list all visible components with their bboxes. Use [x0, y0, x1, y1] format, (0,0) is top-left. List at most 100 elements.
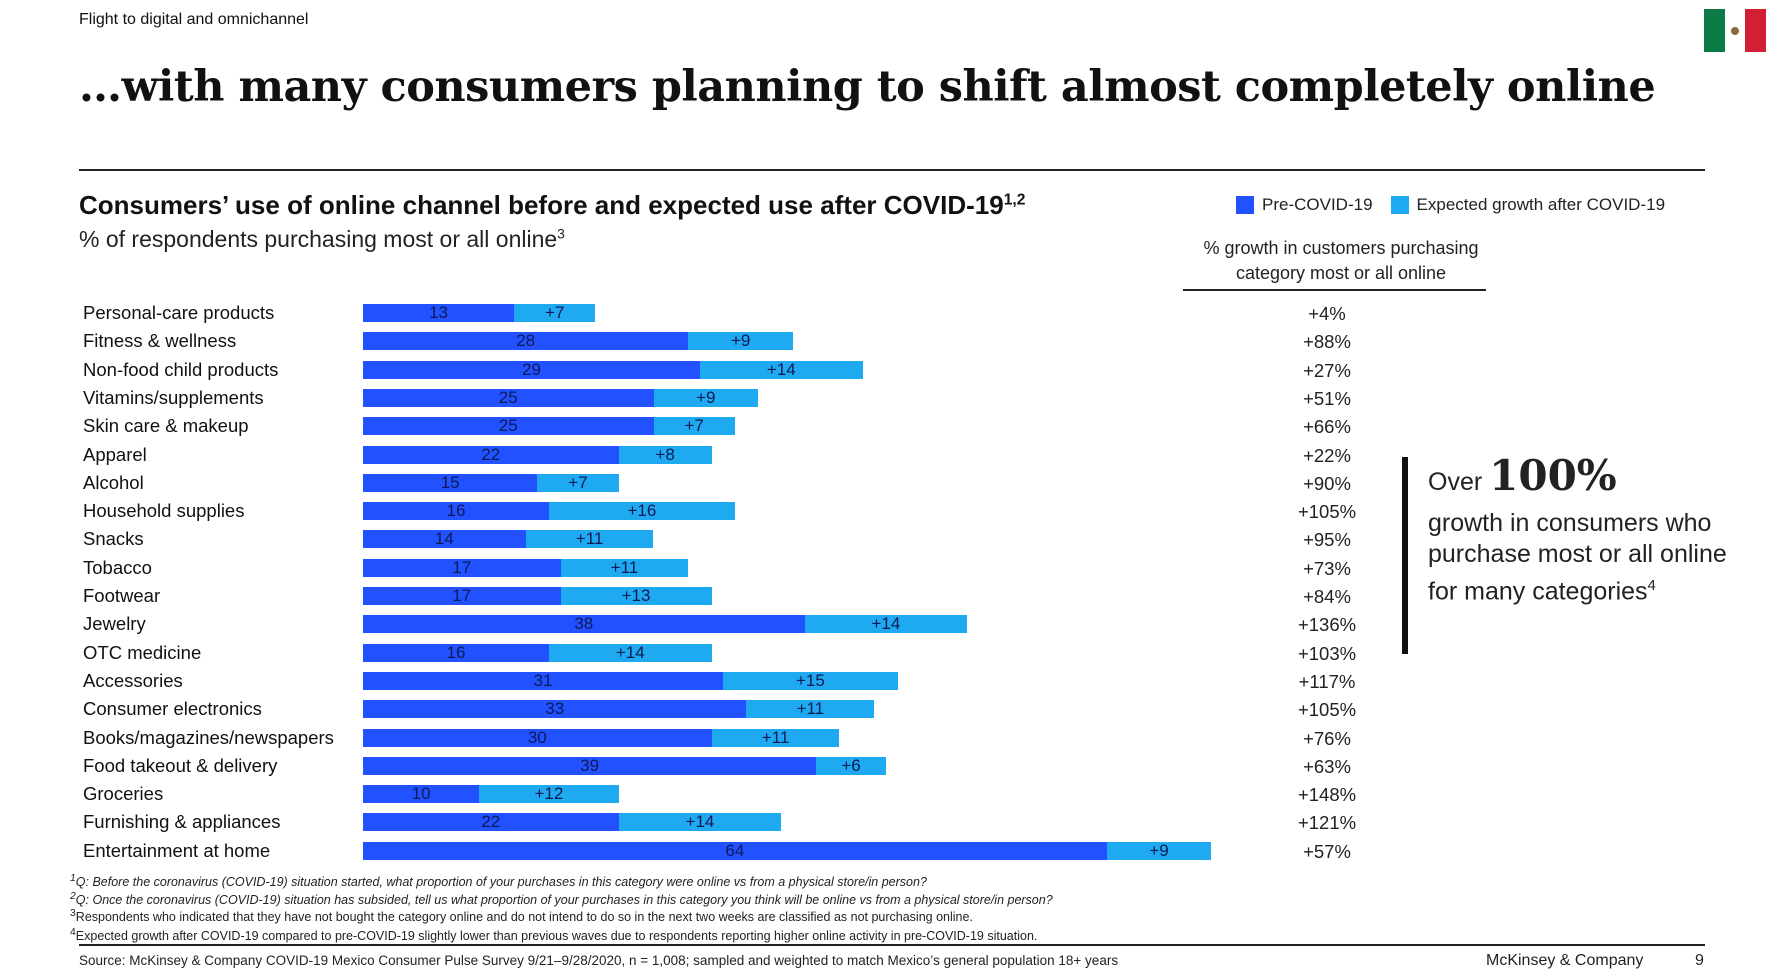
category-label: Entertainment at home: [83, 839, 271, 861]
bar-pre-covid: 29: [363, 360, 700, 379]
footnote-4: 4Expected growth after COVID-19 compared…: [70, 927, 1037, 943]
bar-pre-covid: 25: [363, 388, 654, 407]
growth-value: +63%: [1303, 755, 1351, 777]
bar-expected-growth: +9: [653, 388, 759, 407]
category-label: Vitamins/supplements: [83, 386, 264, 408]
category-label: Furnishing & appliances: [83, 811, 281, 833]
bar-expected-growth: +12: [479, 785, 619, 804]
bar-pre-covid: 13: [363, 304, 515, 322]
callout: Over 100% growth in consumers who purcha…: [1428, 455, 1748, 607]
bar-expected-growth: +15: [723, 671, 898, 690]
brand-name: McKinsey & Company: [1486, 952, 1644, 969]
footnote-mark: 3: [70, 908, 76, 919]
bar-pre-covid: 22: [363, 813, 619, 832]
footnote-2: 2Q: Once the coronavirus (COVID-19) situ…: [70, 891, 1053, 907]
category-label: Alcohol: [83, 471, 144, 493]
category-label: Personal-care products: [83, 302, 275, 323]
category-label: Accessories: [83, 669, 183, 691]
footnote-1: 1Q: Before the coronavirus (COVID-19) si…: [70, 873, 927, 889]
bar-expected-growth: +6: [816, 756, 886, 775]
callout-big-number: 100%: [1489, 451, 1617, 500]
title-divider: [79, 169, 1705, 171]
bar-pre-covid: 25: [363, 417, 654, 436]
bar-pre-covid: 22: [363, 445, 619, 464]
category-label: Skin care & makeup: [83, 415, 249, 437]
bar-expected-growth: +14: [699, 360, 863, 379]
category-label: Groceries: [83, 783, 164, 805]
footnote-mark: 4: [70, 927, 76, 938]
footnote-mark: 2: [70, 891, 76, 902]
bar-pre-covid: 31: [363, 671, 724, 690]
growth-value: +76%: [1303, 727, 1351, 749]
chart-subtitle: % of respondents purchasing most or all …: [79, 226, 565, 253]
growth-value: +88%: [1303, 331, 1351, 353]
growth-value: +4%: [1308, 303, 1346, 324]
category-label: Non-food child products: [83, 358, 279, 380]
growth-value: +95%: [1303, 529, 1351, 551]
category-label: Household supplies: [83, 500, 245, 522]
chart-title-text: Consumers’ use of online channel before …: [79, 190, 1004, 220]
footer-divider: [79, 944, 1705, 946]
bar-expected-growth: +14: [548, 643, 712, 662]
callout-bar: [1402, 457, 1408, 654]
growth-value: +105%: [1297, 699, 1357, 721]
mexico-flag-icon: [1704, 9, 1767, 52]
growth-value: +84%: [1303, 586, 1351, 607]
category-label: OTC medicine: [83, 641, 202, 663]
chart-title-sup: 1,2: [1003, 191, 1026, 209]
growth-value: +73%: [1303, 557, 1351, 579]
callout-text: growth in consumers who purchase most or…: [1428, 509, 1727, 606]
category-label: Food takeout & delivery: [83, 754, 278, 776]
bar-pre-covid: 33: [363, 700, 747, 719]
bar-expected-growth: +11: [525, 530, 654, 549]
footnote-text: Respondents who indicated that they have…: [75, 910, 973, 925]
bar-expected-growth: +16: [548, 502, 735, 521]
legend-swatch-growth: [1390, 196, 1409, 214]
bar-pre-covid: 64: [363, 841, 1107, 860]
bar-expected-growth: +9: [1106, 841, 1212, 860]
category-label: Jewelry: [83, 613, 146, 635]
chart-subtitle-text: % of respondents purchasing most or all …: [79, 226, 558, 252]
bar-pre-covid: 16: [363, 502, 549, 521]
bar-pre-covid: 15: [363, 473, 538, 492]
bar-expected-growth: +11: [746, 700, 875, 719]
growth-value: +22%: [1303, 444, 1351, 466]
bar-pre-covid: 28: [363, 332, 689, 351]
bar-expected-growth: +7: [653, 417, 735, 436]
chart-subtitle-sup: 3: [557, 226, 565, 242]
legend: Pre-COVID-19 Expected growth after COVID…: [1236, 195, 1665, 215]
bar-expected-growth: +7: [514, 304, 596, 322]
growth-value: +105%: [1297, 501, 1357, 523]
category-label: Snacks: [83, 528, 144, 550]
growth-value: +148%: [1297, 784, 1357, 806]
growth-header-underline: [1183, 289, 1486, 291]
bar-expected-growth: +11: [711, 728, 840, 747]
legend-label-growth: Expected growth after COVID-19: [1416, 195, 1666, 214]
bar-pre-covid: 39: [363, 756, 817, 775]
growth-value: +103%: [1297, 642, 1357, 664]
category-label: Fitness & wellness: [83, 330, 237, 352]
page-number: 9: [1695, 952, 1704, 969]
bar-expected-growth: +14: [804, 615, 968, 634]
bar-pre-covid: 17: [363, 587, 561, 605]
category-label: Consumer electronics: [83, 698, 262, 720]
bar-expected-growth: +13: [560, 587, 712, 605]
bar-expected-growth: +8: [618, 445, 712, 464]
bar-pre-covid: 14: [363, 530, 526, 549]
growth-value: +57%: [1303, 840, 1351, 862]
growth-value: +51%: [1303, 387, 1351, 409]
footnote-mark: 1: [70, 873, 76, 884]
bar-expected-growth: +7: [537, 473, 619, 492]
source-note: Source: McKinsey & Company COVID-19 Mexi…: [79, 953, 1119, 968]
callout-sup: 4: [1647, 577, 1656, 594]
footnote-text: Expected growth after COVID-19 compared …: [75, 929, 1038, 944]
bar-pre-covid: 30: [363, 728, 712, 747]
bar-pre-covid: 17: [363, 558, 561, 577]
growth-value: +27%: [1303, 359, 1351, 381]
growth-value: +66%: [1303, 416, 1351, 438]
bar-pre-covid: 38: [363, 615, 805, 634]
section-tracker: Flight to digital and omnichannel: [79, 11, 309, 28]
bar-pre-covid: 10: [363, 785, 480, 804]
page-title: …with many consumers planning to shift a…: [79, 62, 1656, 112]
